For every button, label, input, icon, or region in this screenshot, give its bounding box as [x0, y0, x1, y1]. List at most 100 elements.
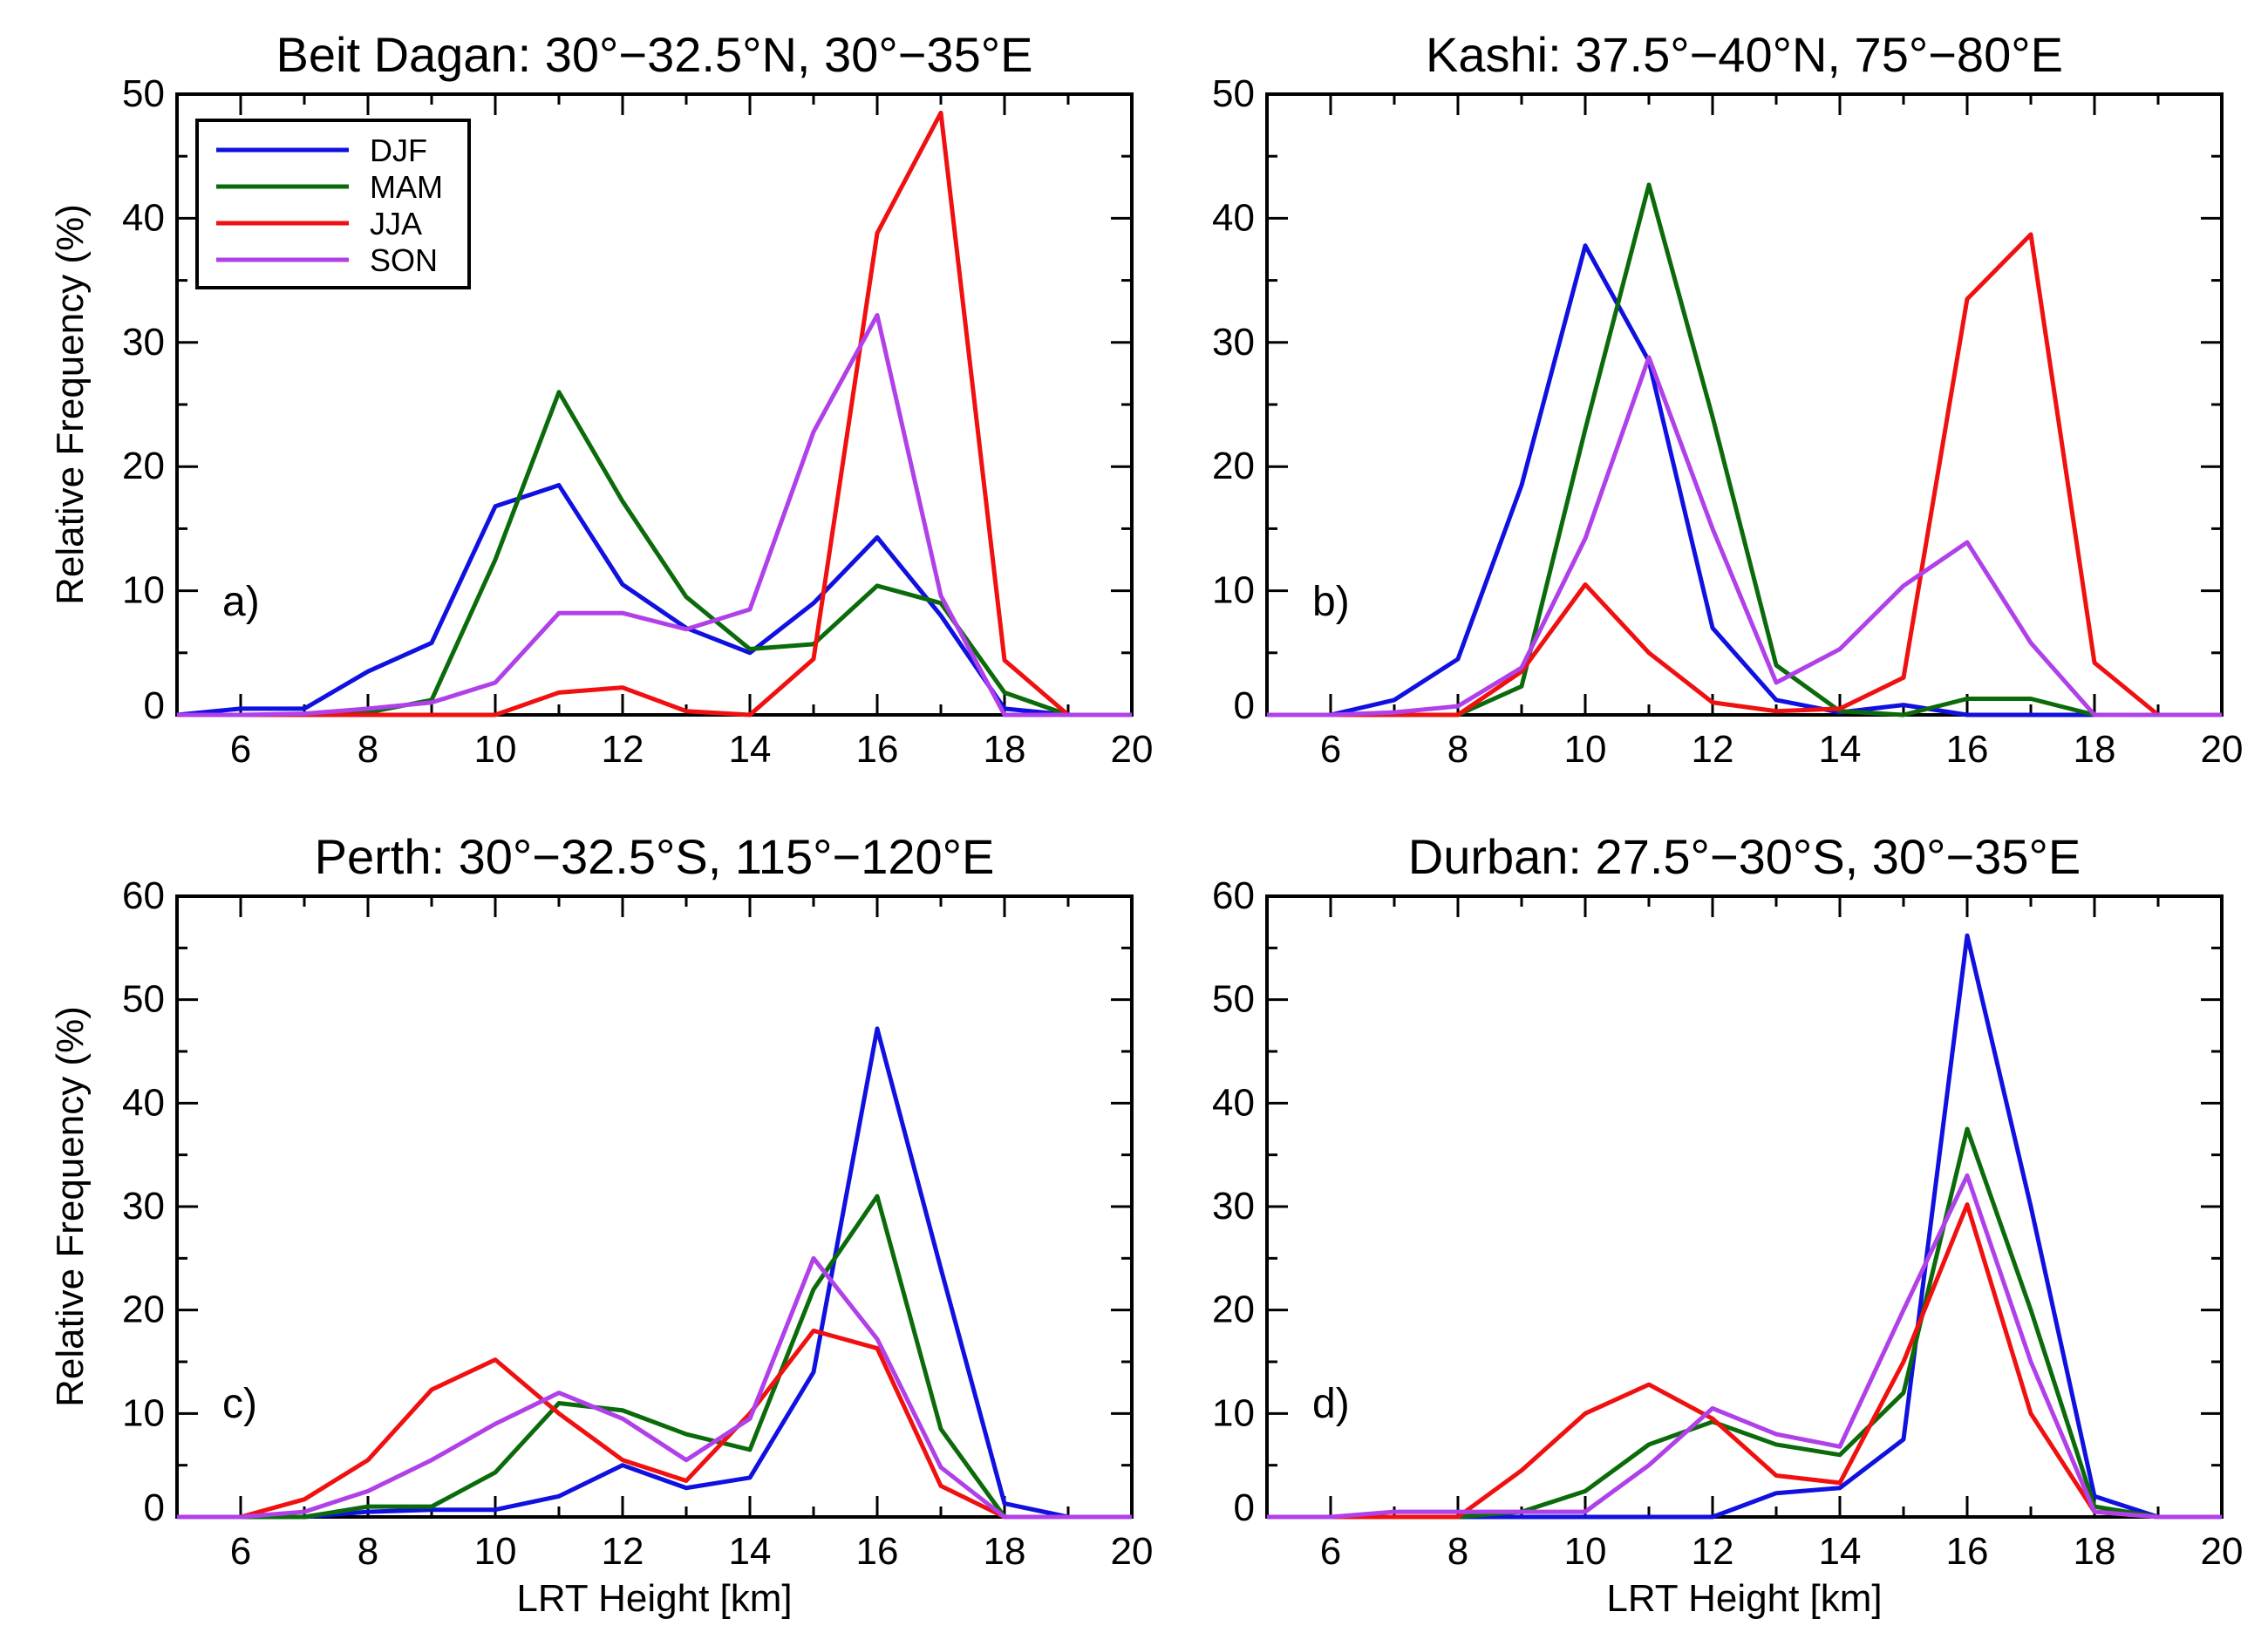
data-point-son: [1130, 713, 1134, 717]
data-point-son: [1066, 713, 1071, 717]
data-point-son: [430, 700, 434, 704]
data-point-son: [557, 1391, 562, 1395]
data-point-son: [1711, 1406, 1715, 1411]
data-point-mam: [1774, 663, 1779, 668]
data-point-son: [366, 1489, 371, 1493]
panel-letter: c): [222, 1381, 257, 1427]
data-point-jja: [812, 1329, 816, 1333]
data-point-jja: [1774, 709, 1779, 713]
y-tick-label: 0: [144, 684, 165, 727]
panel-title: Kashi: 37.5°−40°N, 75°−80°E: [1426, 27, 2063, 82]
data-point-djf: [748, 650, 753, 655]
data-point-son: [1456, 1510, 1461, 1514]
legend-label-djf: DJF: [370, 133, 427, 168]
data-point-jja: [748, 713, 753, 717]
chart-panel-a: 6 8 10 12 14 16 18 20 0 10 20 30 40 50 Beit Dagan: 30°…: [49, 27, 1153, 771]
data-point-son: [1520, 665, 1524, 670]
data-point-jja: [1838, 706, 1842, 711]
data-point-son: [1066, 1515, 1071, 1520]
data-point-jja: [2029, 1411, 2033, 1416]
data-point-son: [175, 1515, 180, 1520]
data-point-jja: [1902, 1360, 1906, 1364]
series-line-mam: [177, 1194, 1132, 1520]
legend-label-jja: JJA: [370, 206, 422, 241]
y-tick-label: 50: [122, 72, 165, 115]
data-point-mam: [430, 1505, 434, 1509]
data-point-son: [2029, 1360, 2033, 1364]
data-point-djf: [684, 1486, 689, 1490]
data-point-mam: [366, 1505, 371, 1509]
data-point-djf: [557, 483, 562, 487]
data-point-son: [2093, 713, 2097, 717]
data-point-djf: [1902, 1438, 1906, 1442]
data-point-jja: [1647, 1383, 1652, 1387]
x-tick-label: 6: [230, 1530, 251, 1573]
data-point-mam: [812, 1287, 816, 1291]
series-line-mam: [177, 390, 1132, 717]
data-point-jja: [1456, 1515, 1461, 1520]
data-point-jja: [1774, 1473, 1779, 1478]
data-point-mam: [1838, 1452, 1842, 1457]
y-tick-label: 30: [1212, 321, 1255, 364]
data-point-son: [1902, 1308, 1906, 1312]
data-point-son: [684, 1458, 689, 1462]
data-point-son: [684, 627, 689, 631]
data-point-djf: [494, 504, 498, 508]
data-point-son: [239, 713, 243, 717]
data-point-djf: [366, 670, 371, 674]
data-point-jja: [1456, 713, 1461, 717]
data-point-mam: [1520, 684, 1524, 689]
data-point-mam: [494, 558, 498, 562]
data-point-mam: [1711, 415, 1715, 419]
data-point-djf: [239, 706, 243, 711]
data-point-mam: [621, 500, 625, 504]
data-point-jja: [2029, 232, 2033, 236]
data-point-son: [1265, 713, 1270, 717]
y-tick-label: 10: [122, 1391, 165, 1434]
y-tick-label: 30: [122, 1185, 165, 1228]
data-point-mam: [875, 583, 880, 588]
x-tick-label: 18: [2074, 1530, 2116, 1573]
data-point-mam: [748, 1447, 753, 1452]
data-point-son: [494, 1422, 498, 1426]
x-tick-label: 6: [1320, 728, 1341, 771]
data-point-son: [621, 1417, 625, 1421]
data-point-mam: [557, 1401, 562, 1405]
panel-title: Perth: 30°−32.5°S, 115°−120°E: [315, 829, 995, 884]
y-tick-label: 60: [122, 874, 165, 917]
data-point-son: [1965, 1173, 1970, 1178]
x-tick-label: 14: [729, 1530, 772, 1573]
y-tick-label: 50: [1212, 72, 1255, 115]
y-tick-label: 40: [1212, 196, 1255, 239]
data-point-son: [1965, 541, 1970, 545]
data-point-mam: [2029, 697, 2033, 701]
y-axis-label: Relative Frequency (%): [49, 204, 92, 605]
x-tick-label: 12: [602, 1530, 644, 1573]
y-tick-label: 40: [1212, 1081, 1255, 1124]
data-point-son: [1329, 1515, 1333, 1520]
data-point-djf: [1838, 1486, 1842, 1490]
x-tick-label: 12: [1692, 1530, 1734, 1573]
data-point-djf: [875, 1026, 880, 1030]
data-point-son: [1711, 527, 1715, 531]
x-tick-label: 18: [984, 1530, 1026, 1573]
data-point-jja: [875, 231, 880, 235]
data-point-son: [748, 607, 753, 611]
data-point-son: [748, 1417, 753, 1421]
data-point-mam: [1774, 1442, 1779, 1446]
data-point-son: [430, 1458, 434, 1462]
y-tick-label: 40: [122, 1081, 165, 1124]
data-point-son: [1647, 1463, 1652, 1467]
data-point-djf: [2029, 1205, 2033, 1209]
data-point-son: [494, 680, 498, 684]
data-point-son: [875, 313, 880, 317]
data-point-jja: [1520, 1468, 1524, 1472]
data-point-jja: [1965, 1202, 1970, 1207]
series-line-djf: [1267, 243, 2222, 717]
x-tick-label: 14: [1819, 1530, 1862, 1573]
data-point-djf: [621, 582, 625, 587]
data-point-mam: [621, 1408, 625, 1412]
x-tick-label: 16: [1946, 728, 1989, 771]
x-tick-label: 10: [1564, 728, 1607, 771]
